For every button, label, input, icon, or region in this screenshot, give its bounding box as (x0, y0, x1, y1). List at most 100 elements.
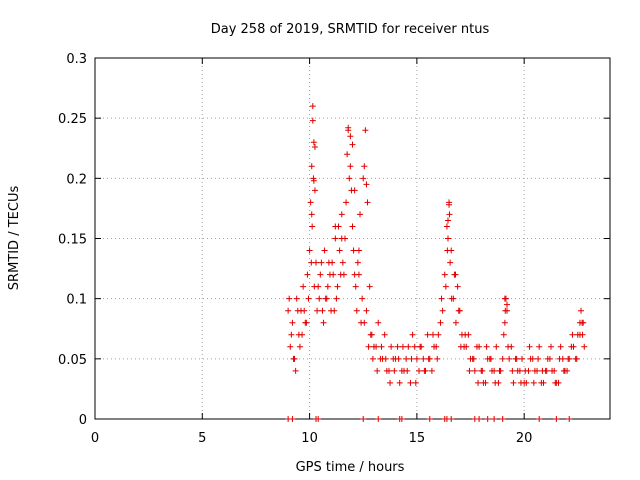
data-point (345, 124, 352, 131)
data-point (475, 379, 482, 386)
data-point (385, 367, 392, 374)
data-point (398, 416, 405, 422)
data-point (333, 295, 340, 302)
data-point (361, 163, 368, 170)
x-tick-label: 20 (516, 431, 533, 446)
data-point (362, 127, 369, 134)
data-point (569, 331, 576, 338)
data-point (476, 416, 483, 422)
data-point (399, 343, 406, 350)
data-point (375, 319, 382, 326)
data-point (463, 343, 470, 350)
data-point (484, 416, 491, 422)
data-point (566, 416, 573, 422)
data-point (549, 367, 556, 374)
data-point (420, 355, 427, 362)
data-point (300, 283, 307, 290)
y-tick-label: 0.1 (66, 293, 87, 308)
data-point (354, 259, 361, 266)
data-point (309, 223, 316, 230)
y-axis-label: SRMTID / TECUs (7, 186, 22, 291)
data-point (309, 103, 316, 110)
data-point (435, 331, 442, 338)
data-point (488, 367, 495, 374)
data-point (491, 416, 498, 422)
data-point (311, 187, 318, 194)
data-point (355, 271, 362, 278)
data-point (360, 175, 367, 182)
data-point (437, 319, 444, 326)
data-point (471, 367, 478, 374)
data-point (504, 301, 510, 308)
axis-ticks: 0 0.05 0.1 0.15 0.2 0.25 0.3 0 5 10 15 20 (58, 52, 610, 446)
y-tick-label: 0.15 (58, 233, 87, 248)
data-point (483, 343, 490, 350)
data-point (296, 343, 303, 350)
x-axis-label: GPS time / hours (296, 460, 405, 475)
data-point (573, 355, 580, 362)
data-point (565, 355, 572, 362)
plot-frame (94, 57, 611, 420)
chart-title: Day 258 of 2019, SRMTID for receiver ntu… (211, 22, 490, 37)
data-point (543, 367, 550, 374)
data-point (492, 379, 499, 386)
data-point (338, 235, 345, 242)
data-point (343, 199, 350, 206)
data-point (522, 367, 529, 374)
data-point (339, 259, 346, 266)
data-point (552, 379, 559, 386)
data-point (404, 367, 411, 374)
y-tick-label: 0.05 (58, 353, 87, 368)
data-point (394, 343, 401, 350)
data-point (457, 343, 464, 350)
data-point (536, 416, 543, 422)
data-point (425, 355, 432, 362)
data-point (366, 283, 373, 290)
data-point (536, 343, 543, 350)
data-point (316, 295, 323, 302)
data-point (395, 355, 402, 362)
data-point (409, 331, 416, 338)
data-point (377, 355, 384, 362)
data-point (357, 211, 364, 218)
data-point (530, 379, 537, 386)
data-point (360, 416, 367, 422)
data-point (355, 247, 362, 254)
data-point (506, 355, 513, 362)
data-point (462, 331, 469, 338)
data-point (347, 163, 354, 170)
data-point (466, 367, 473, 374)
data-point (531, 367, 538, 374)
data-point (448, 416, 455, 422)
data-point (308, 259, 315, 266)
data-point (382, 355, 389, 362)
data-point (293, 295, 300, 302)
data-point (443, 223, 450, 230)
data-point (301, 307, 308, 314)
data-point (455, 307, 462, 314)
data-point (321, 247, 328, 254)
data-point (292, 367, 299, 374)
data-point (288, 331, 295, 338)
data-point (447, 259, 454, 266)
data-point (412, 379, 419, 386)
data-point (320, 319, 327, 326)
data-point (448, 295, 455, 302)
data-point (317, 271, 324, 278)
data-point (526, 343, 533, 350)
data-point (421, 367, 428, 374)
x-tick-label: 10 (301, 431, 318, 446)
data-point (438, 295, 445, 302)
x-tick-label: 0 (91, 431, 99, 446)
y-tick-label: 0 (79, 413, 87, 428)
data-point (451, 271, 458, 278)
data-point (303, 319, 310, 326)
data-point (332, 235, 339, 242)
data-point (344, 151, 351, 158)
data-point (446, 201, 453, 208)
data-point (519, 355, 526, 362)
data-point (499, 416, 506, 422)
y-tick-label: 0.25 (58, 112, 87, 127)
data-point (396, 379, 403, 386)
grid-lines (95, 58, 610, 419)
